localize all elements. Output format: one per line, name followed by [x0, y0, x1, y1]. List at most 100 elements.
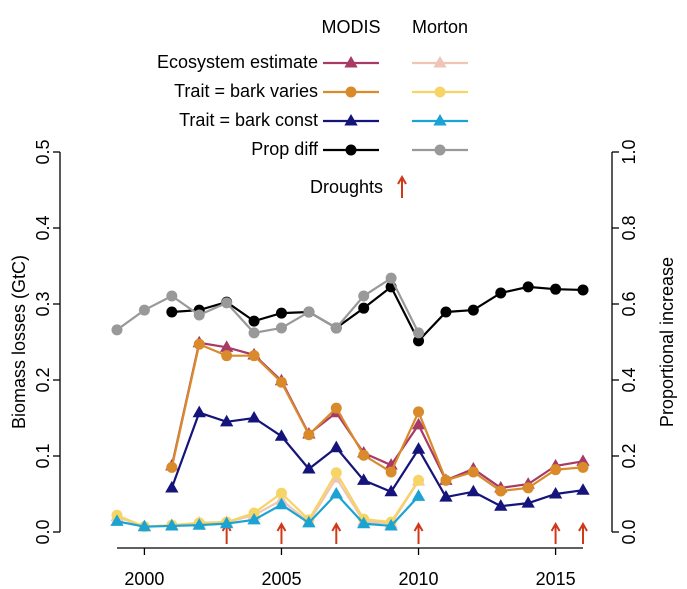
point [303, 306, 315, 318]
point [329, 487, 343, 499]
legend-label: Droughts [310, 177, 383, 197]
legend-marker [434, 144, 446, 156]
drought-arrow [578, 521, 588, 544]
point [166, 290, 178, 302]
point [275, 307, 287, 319]
point [248, 315, 260, 327]
point [357, 516, 371, 529]
point [166, 306, 178, 318]
point [440, 474, 452, 486]
point [385, 466, 397, 478]
point [522, 482, 534, 494]
point [329, 440, 343, 453]
y-tick-label: 0.5 [33, 139, 53, 164]
y2-tick-label: 0.0 [619, 519, 639, 544]
point [548, 487, 563, 499]
y2-tick-label: 1.0 [619, 139, 639, 164]
x-tick-label: 2005 [261, 569, 301, 589]
point [384, 518, 398, 531]
point [193, 338, 205, 350]
point [192, 518, 206, 530]
legend-label: Trait = bark varies [174, 81, 318, 101]
point [384, 484, 398, 497]
point [411, 489, 426, 501]
point [439, 490, 453, 502]
x-tick-label: 2000 [124, 569, 164, 589]
series-line [116, 470, 420, 528]
legend-marker [344, 114, 358, 126]
point [111, 324, 123, 336]
point [385, 272, 397, 284]
point [576, 454, 590, 466]
legend-group-title: MODIS [321, 17, 380, 37]
x-tick-label: 2015 [536, 569, 576, 589]
point [413, 474, 425, 486]
point [302, 461, 316, 474]
arrow-part [550, 521, 561, 532]
point [166, 461, 178, 473]
point [138, 304, 150, 316]
point [413, 406, 425, 418]
point [248, 350, 260, 362]
point [275, 322, 287, 334]
y-tick-label: 0.2 [33, 367, 53, 392]
x-tick-label: 2010 [399, 569, 439, 589]
point [275, 487, 287, 499]
drought-arrow [413, 521, 424, 544]
point [303, 429, 315, 441]
point [248, 327, 260, 339]
point [467, 466, 479, 478]
point [467, 304, 479, 316]
point [495, 485, 507, 497]
legend-marker [344, 56, 358, 68]
drought-arrow [276, 521, 287, 544]
point [219, 340, 234, 352]
point [358, 290, 370, 302]
point [247, 512, 261, 525]
point [358, 449, 370, 461]
point [219, 516, 234, 529]
point [357, 473, 371, 485]
point [494, 499, 508, 511]
series-line [170, 411, 584, 508]
point [219, 414, 234, 427]
point [411, 442, 426, 454]
legend-marker [433, 114, 447, 126]
point [413, 335, 425, 347]
point [577, 461, 589, 473]
point [466, 484, 481, 497]
y2-tick-label: 0.8 [619, 215, 639, 240]
point [302, 515, 316, 528]
arrow-part [331, 521, 342, 532]
point [576, 483, 590, 495]
point [550, 283, 562, 295]
y-tick-label: 0.4 [33, 215, 53, 240]
point [330, 322, 342, 334]
point [221, 350, 233, 362]
point [577, 284, 589, 296]
y2-tick-label: 0.2 [619, 443, 639, 468]
legend-marker [434, 86, 446, 98]
point [274, 497, 289, 510]
arrow-part [413, 521, 424, 532]
point [247, 411, 261, 423]
arrow-part [578, 521, 588, 532]
drought-arrow [550, 521, 561, 544]
point [275, 376, 287, 388]
point [521, 496, 535, 508]
point [165, 480, 179, 493]
legend-group-title: Morton [412, 17, 468, 37]
y-tick-label: 0.3 [33, 291, 53, 316]
point [413, 327, 425, 339]
series-line [116, 492, 420, 528]
legend-label: Ecosystem estimate [157, 52, 318, 72]
legend-arrow-head [397, 174, 407, 185]
y-tick-label: 0.1 [33, 443, 53, 468]
y2-axis-title: Proportional increase [657, 257, 677, 427]
y-axis-title: Biomass losses (GtC) [9, 255, 29, 429]
point [411, 417, 426, 430]
point [330, 402, 342, 414]
point [440, 306, 452, 318]
legend-label: Trait = bark const [179, 110, 318, 130]
